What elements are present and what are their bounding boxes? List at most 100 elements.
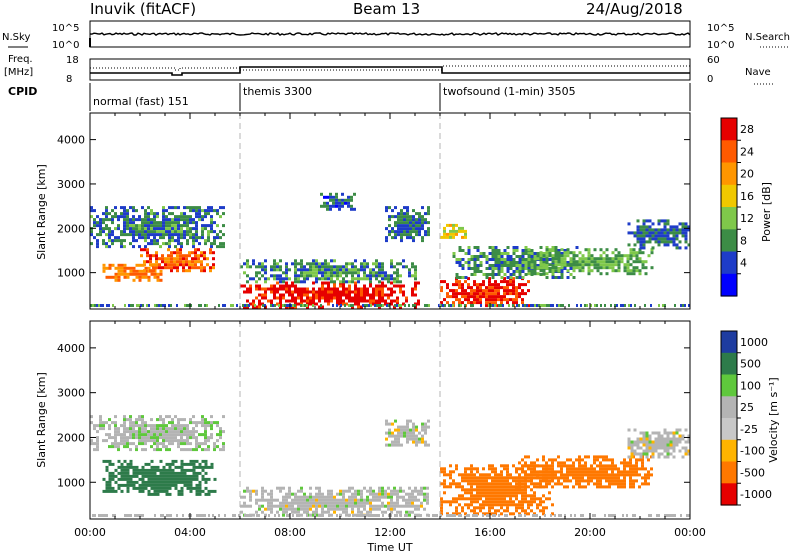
data-cell-10 bbox=[530, 263, 534, 267]
data-cell-6 bbox=[669, 431, 673, 435]
data-cell-2 bbox=[399, 486, 402, 490]
data-cell-3 bbox=[264, 290, 267, 294]
data-cell-2 bbox=[191, 260, 194, 264]
data-cell-6 bbox=[663, 440, 667, 444]
data-cell-2 bbox=[252, 513, 255, 517]
data-cell-2 bbox=[327, 510, 330, 514]
data-cell-2 bbox=[173, 257, 176, 261]
data-cell-7 bbox=[479, 298, 482, 302]
base-cell bbox=[492, 514, 494, 517]
data-cell-4 bbox=[446, 512, 449, 516]
data-cell-9 bbox=[488, 258, 492, 261]
data-cell-0 bbox=[162, 227, 165, 231]
data-cell-0 bbox=[132, 224, 135, 228]
data-cell-0 bbox=[129, 442, 132, 446]
data-cell-10 bbox=[584, 260, 588, 264]
data-cell-3 bbox=[249, 287, 252, 291]
data-cell-0 bbox=[96, 221, 99, 225]
base-cell bbox=[248, 514, 250, 517]
data-cell-3 bbox=[409, 437, 412, 441]
data-cell-0 bbox=[129, 424, 132, 428]
base-cell bbox=[396, 304, 398, 307]
data-cell-0 bbox=[210, 221, 213, 225]
data-cell-0 bbox=[150, 209, 153, 213]
data-cell-0 bbox=[147, 436, 150, 440]
data-cell-1 bbox=[159, 471, 163, 475]
data-cell-4 bbox=[488, 503, 491, 507]
data-cell-6 bbox=[648, 437, 652, 441]
data-cell-1 bbox=[165, 462, 169, 466]
data-cell-5 bbox=[602, 467, 605, 471]
data-cell-2 bbox=[384, 495, 387, 499]
data-cell-3 bbox=[397, 425, 400, 429]
data-cell-5 bbox=[515, 485, 518, 489]
data-cell-1 bbox=[135, 275, 139, 279]
base-cell bbox=[556, 304, 558, 307]
power-colorbar-tick-label: 16 bbox=[740, 190, 754, 203]
data-cell-3 bbox=[240, 284, 243, 288]
base-cell bbox=[614, 304, 616, 307]
data-cell-10 bbox=[629, 251, 633, 255]
data-cell-0 bbox=[171, 418, 174, 422]
data-cell-0 bbox=[204, 209, 207, 213]
data-cell-2 bbox=[285, 495, 288, 499]
data-cell-0 bbox=[156, 442, 159, 446]
data-cell-1 bbox=[129, 474, 133, 478]
data-cell-5 bbox=[575, 482, 578, 486]
data-cell-6 bbox=[660, 440, 664, 444]
data-cell-11 bbox=[687, 228, 691, 232]
data-cell-7 bbox=[452, 301, 455, 305]
data-cell-2 bbox=[303, 492, 306, 496]
data-cell-4 bbox=[503, 503, 506, 507]
data-cell-1 bbox=[168, 492, 172, 496]
data-cell-4 bbox=[363, 277, 366, 281]
data-cell-6 bbox=[385, 209, 388, 213]
data-cell-7 bbox=[473, 295, 476, 299]
data-cell-3 bbox=[333, 293, 336, 297]
data-cell-0 bbox=[117, 236, 120, 240]
data-cell-2 bbox=[294, 510, 297, 514]
data-cell-4 bbox=[381, 274, 384, 278]
data-cell-4 bbox=[518, 467, 521, 471]
data-cell-9 bbox=[503, 249, 507, 252]
data-cell-1 bbox=[129, 465, 133, 469]
data-cell-5 bbox=[596, 458, 599, 462]
data-cell-7 bbox=[488, 277, 491, 281]
data-cell-0 bbox=[108, 239, 111, 243]
data-cell-2 bbox=[369, 498, 372, 502]
data-cell-3 bbox=[324, 290, 327, 294]
data-cell-2 bbox=[182, 266, 185, 270]
data-cell-1 bbox=[132, 269, 136, 273]
data-cell-4 bbox=[381, 277, 384, 281]
noise-tick-top-right: 10^5 bbox=[707, 23, 734, 34]
data-cell-0 bbox=[177, 439, 180, 443]
data-cell-0 bbox=[195, 206, 198, 210]
data-cell-11 bbox=[672, 231, 676, 235]
data-cell-3 bbox=[360, 287, 363, 291]
data-cell-4 bbox=[330, 271, 333, 275]
data-cell-1 bbox=[120, 269, 124, 273]
data-cell-10 bbox=[551, 269, 555, 273]
data-cell-4 bbox=[464, 488, 467, 492]
data-cell-5 bbox=[551, 470, 554, 474]
data-cell-5 bbox=[590, 473, 593, 477]
data-cell-2 bbox=[279, 504, 282, 508]
data-cell-4 bbox=[503, 497, 506, 501]
data-cell-7 bbox=[473, 283, 476, 287]
base-cell bbox=[460, 304, 462, 307]
velocity-mode-dividers bbox=[239, 321, 441, 519]
base-cell bbox=[102, 304, 104, 307]
data-cell-0 bbox=[165, 233, 168, 237]
data-cell-7 bbox=[467, 286, 470, 290]
data-cell-9 bbox=[476, 270, 480, 273]
data-cell-0 bbox=[168, 439, 171, 443]
data-cell-0 bbox=[219, 242, 222, 246]
date-title: 24/Aug/2018 bbox=[586, 0, 683, 18]
data-cell-0 bbox=[162, 421, 165, 425]
data-cell-3 bbox=[390, 302, 393, 306]
data-cell-7 bbox=[527, 304, 530, 308]
data-cell-1 bbox=[171, 483, 175, 487]
data-cell-6 bbox=[657, 455, 661, 459]
base-cell bbox=[688, 304, 690, 307]
data-cell-10 bbox=[617, 260, 621, 264]
